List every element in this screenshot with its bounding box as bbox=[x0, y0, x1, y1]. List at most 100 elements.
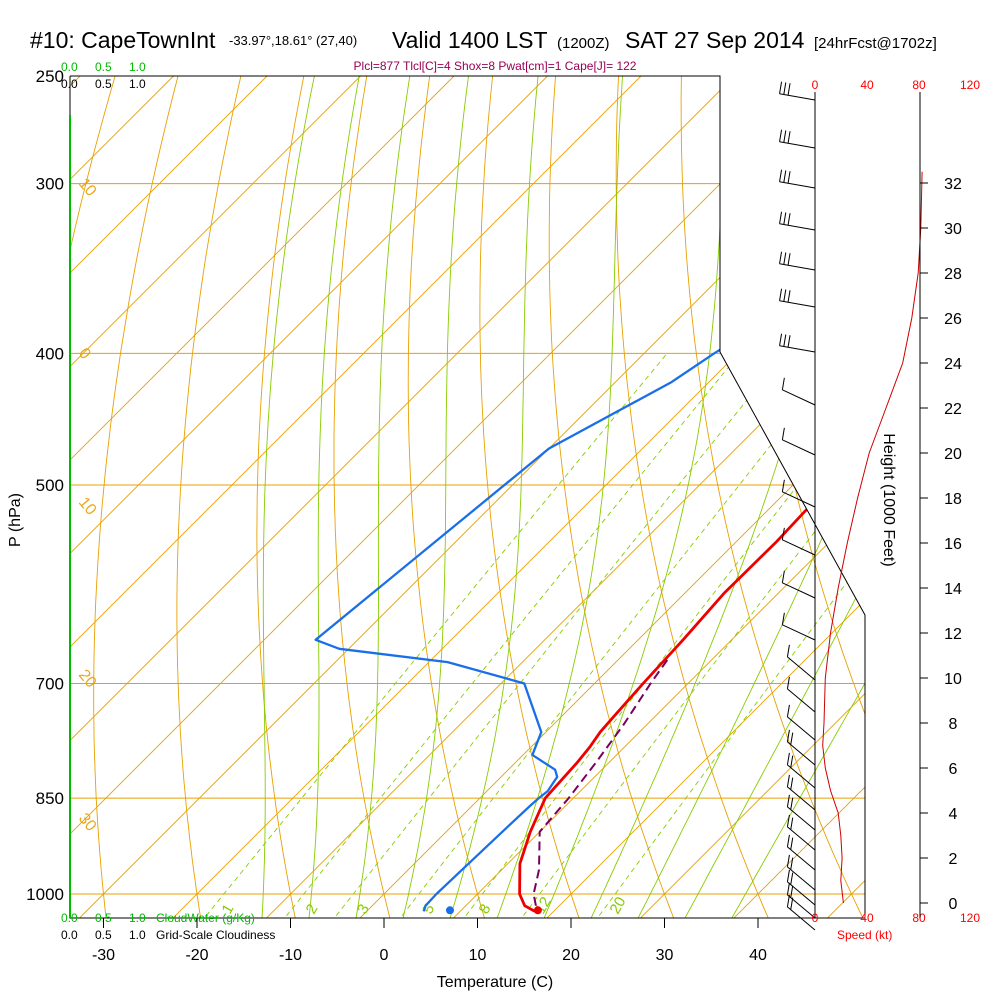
isotherm-line bbox=[635, 76, 865, 918]
y-tick-label: 300 bbox=[36, 175, 64, 194]
height-axis-title: Height (1000 Feet) bbox=[880, 433, 897, 566]
height-tick-label: 28 bbox=[944, 266, 962, 283]
isotherm-line bbox=[448, 76, 865, 918]
moist-adiabat-line bbox=[308, 76, 365, 918]
wind-barb bbox=[779, 288, 816, 308]
cloudwater-bottom-scale: 0.0 0.5 1.0 CloudWater (g/Kg) 0.0 0.5 1.… bbox=[61, 911, 275, 942]
wind-barb bbox=[779, 129, 816, 149]
spd-top-3: 120 bbox=[960, 78, 980, 92]
adiabat-label: 10 bbox=[75, 175, 100, 200]
dry-adiabat-line bbox=[548, 76, 676, 918]
cl-bot-1: 0.5 bbox=[95, 928, 112, 942]
wind-barb bbox=[781, 612, 816, 641]
moist-adiabat-line bbox=[354, 76, 415, 918]
moist-adiabat-line bbox=[495, 76, 625, 918]
wind-barb bbox=[779, 211, 816, 231]
dry-adiabat-line bbox=[70, 76, 123, 918]
mixing-ratio-line bbox=[330, 353, 785, 918]
wind-barb bbox=[781, 377, 816, 406]
spd-bot-0: 0 bbox=[812, 911, 819, 925]
mixing-ratio-line bbox=[200, 353, 668, 918]
stability-indices: Plcl=877 Tlcl[C]=4 Shox=8 Pwat[cm]=1 Cap… bbox=[354, 59, 637, 73]
dry-adiabat-line bbox=[680, 76, 865, 918]
cl-top-0: 0.0 bbox=[61, 77, 78, 91]
utc-time: (1200Z) bbox=[557, 35, 610, 52]
wind-barb bbox=[786, 794, 816, 831]
wind-barb bbox=[786, 834, 816, 871]
mixing-ratio-line bbox=[460, 353, 865, 918]
wind-barb bbox=[779, 81, 816, 101]
wind-barb bbox=[779, 333, 816, 353]
height-tick-label: 2 bbox=[949, 851, 958, 868]
y-axis-title: P (hPa) bbox=[7, 493, 24, 547]
adiabat-label: 30 bbox=[75, 810, 100, 835]
forecast-run: [24hrFcst@1702z] bbox=[814, 35, 937, 52]
dry-adiabat-line bbox=[176, 76, 247, 918]
height-tick-label: 32 bbox=[944, 176, 962, 193]
station-title: #10: CapeTownInt bbox=[30, 27, 216, 53]
cw-top-0: 0.0 bbox=[61, 60, 78, 74]
mixing-ratio-line bbox=[517, 353, 865, 918]
y-tick-label: 850 bbox=[36, 789, 64, 808]
mixing-ratio-label: 2 bbox=[303, 901, 322, 917]
surface-temp-dot bbox=[533, 906, 542, 915]
x-tick-label: 20 bbox=[562, 947, 580, 964]
mixing-ratio-line bbox=[280, 353, 741, 918]
cw-bot-2: 1.0 bbox=[129, 911, 146, 925]
height-tick-label: 12 bbox=[944, 626, 962, 643]
height-tick-label: 26 bbox=[944, 311, 962, 328]
isotherm-line bbox=[70, 76, 268, 918]
isotherm-line bbox=[70, 76, 735, 918]
y-tick-label: 500 bbox=[36, 476, 64, 495]
cl-label: Grid-Scale Cloudiness bbox=[156, 928, 275, 942]
isotherm-line bbox=[70, 76, 455, 918]
forecast-date: SAT 27 Sep 2014 bbox=[625, 27, 805, 53]
moist-adiabat-line bbox=[728, 76, 865, 918]
dry-adiabat-line bbox=[256, 76, 310, 918]
cw-top-2: 1.0 bbox=[129, 60, 146, 74]
cl-bot-2: 1.0 bbox=[129, 928, 146, 942]
isotherm-line bbox=[70, 76, 548, 918]
spd-top-2: 80 bbox=[912, 78, 926, 92]
adiabat-label: 0 bbox=[75, 345, 94, 363]
wind-speed-line bbox=[822, 171, 923, 904]
wind-barbs bbox=[779, 81, 816, 931]
y-tick-label: 400 bbox=[36, 344, 64, 363]
dry-adiabat-line bbox=[931, 52, 1000, 923]
wind-barb bbox=[779, 251, 816, 271]
x-tick-label: 0 bbox=[380, 947, 389, 964]
dry-adiabat-line bbox=[93, 76, 185, 918]
x-axis: -30 -20 -10 0 10 20 30 40 bbox=[92, 918, 767, 964]
height-tick-label: 20 bbox=[944, 446, 962, 463]
height-tick-label: 4 bbox=[949, 806, 958, 823]
moist-adiabat-line bbox=[635, 76, 865, 918]
y-axis: 250 300 400 500 700 850 1000 bbox=[26, 67, 64, 904]
wind-barb bbox=[781, 427, 816, 456]
isotherm-line bbox=[822, 76, 865, 918]
wind-barb bbox=[786, 774, 816, 811]
background-lines bbox=[70, 52, 1000, 923]
dry-adiabat-line bbox=[333, 76, 392, 918]
x-tick-label: -10 bbox=[279, 947, 302, 964]
wind-speed-profile bbox=[822, 171, 923, 904]
y-tick-label: 1000 bbox=[26, 885, 64, 904]
wind-barb bbox=[786, 854, 816, 891]
wind-barb bbox=[786, 644, 816, 681]
height-tick-label: 18 bbox=[944, 491, 962, 508]
wind-barb bbox=[786, 869, 816, 906]
mixing-ratio-label: 8 bbox=[476, 901, 495, 917]
x-tick-label: -30 bbox=[92, 947, 115, 964]
height-tick-label: 24 bbox=[944, 356, 962, 373]
dry-adiabat-line bbox=[615, 76, 771, 918]
dry-adiabat-line bbox=[993, 52, 1000, 923]
mixing-ratio-line bbox=[593, 353, 865, 918]
wind-barb bbox=[779, 169, 816, 189]
temperature-profile bbox=[518, 98, 865, 913]
height-tick-label: 8 bbox=[949, 716, 958, 733]
wind-barb bbox=[786, 676, 816, 713]
speed-bottom-scale: 0 40 80 120 Speed (kt) bbox=[812, 911, 981, 942]
spd-bot-3: 120 bbox=[960, 911, 980, 925]
isotherm-line bbox=[70, 76, 361, 918]
